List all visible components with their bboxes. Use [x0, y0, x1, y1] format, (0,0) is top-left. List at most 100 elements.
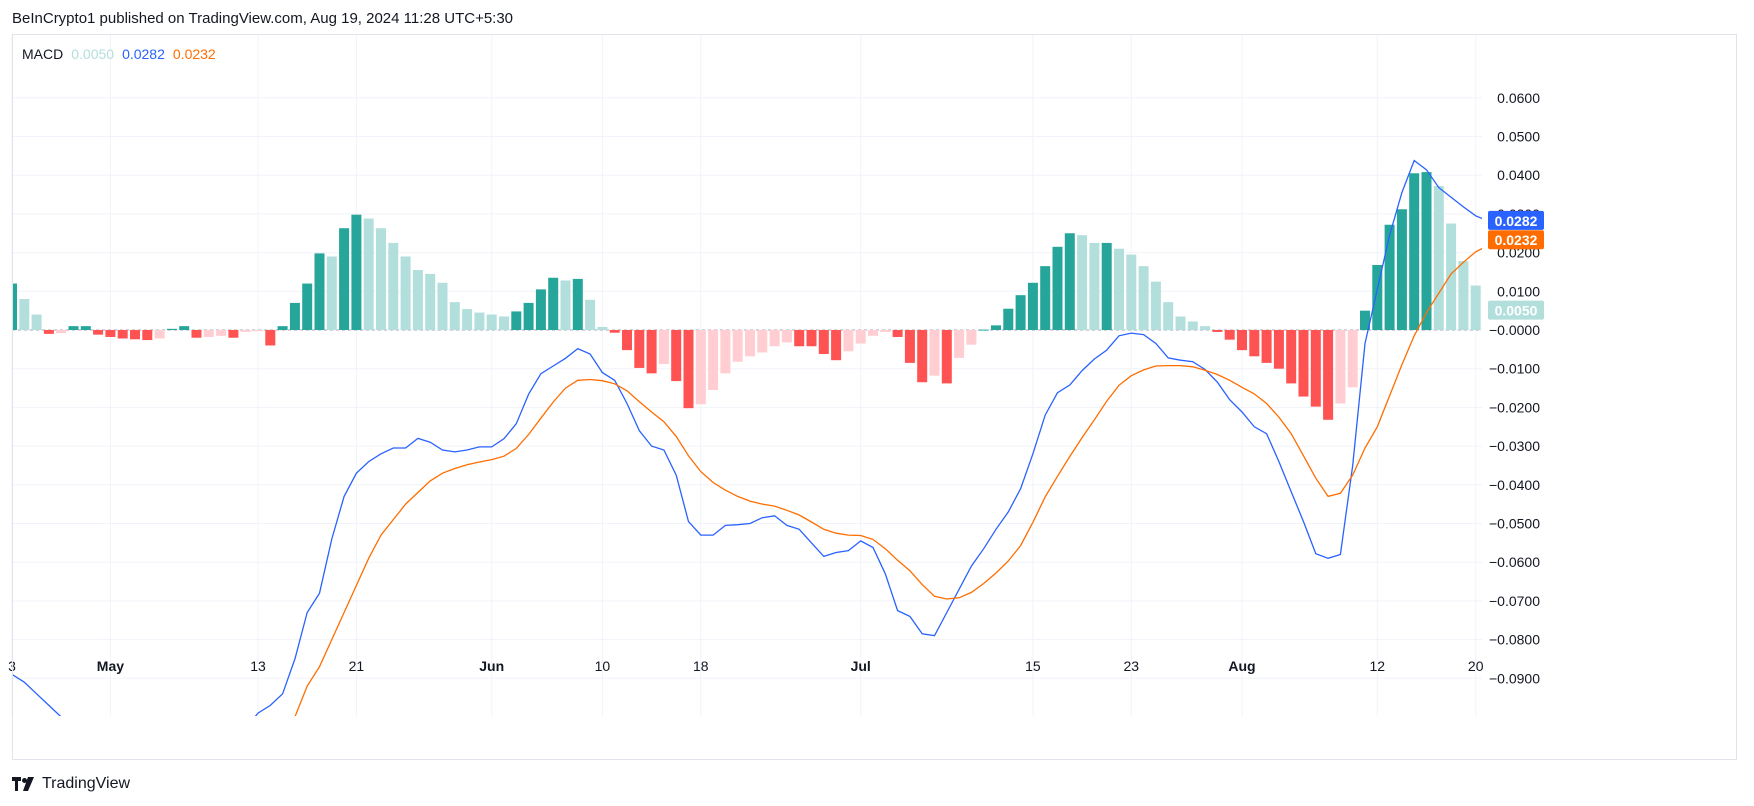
price-tag-label: 0.0050: [1495, 303, 1538, 319]
price-axis: 0.06000.05000.04000.03000.02000.0100−0.0…: [1489, 90, 1540, 686]
y-tick-label: 0.0100: [1497, 283, 1540, 299]
histogram-bar: [954, 330, 965, 358]
histogram-bar: [720, 330, 731, 374]
histogram-bar: [585, 299, 596, 330]
histogram-bar: [1224, 330, 1235, 340]
histogram-bar: [597, 326, 608, 330]
x-tick-label: May: [97, 658, 124, 674]
y-tick-label: −0.0300: [1489, 438, 1540, 454]
price-tags: 0.0282 0.0232 0.0050: [1488, 210, 1544, 320]
histogram-bar: [806, 330, 817, 347]
histogram-bar: [1237, 330, 1247, 351]
legend-histogram-value: 0.0050: [71, 46, 115, 62]
histogram-bar: [166, 328, 177, 330]
histogram-bar: [203, 330, 214, 337]
histogram-bar: [1261, 330, 1272, 363]
histogram-bar: [1200, 326, 1211, 330]
x-tick-label: 15: [1025, 658, 1041, 674]
histogram-bar: [1433, 186, 1444, 330]
indicator-legend[interactable]: MACD 0.0050 0.0282 0.0232: [22, 46, 216, 62]
x-tick-label: 21: [349, 658, 365, 674]
histogram-bar: [535, 289, 546, 330]
y-tick-label: 0.0500: [1497, 129, 1540, 145]
price-tag-label: 0.0232: [1495, 232, 1538, 248]
histogram-bar: [1360, 310, 1370, 330]
histogram-bar: [1458, 261, 1469, 330]
histogram-bar: [745, 330, 755, 357]
histogram-bar: [732, 330, 743, 362]
histogram-bar: [179, 326, 190, 330]
histogram-bar: [757, 330, 768, 353]
histogram-bar: [572, 278, 583, 330]
histogram-bar: [769, 330, 780, 347]
price-tag-bg: [1488, 210, 1544, 230]
legend-signal-value: 0.0232: [172, 46, 216, 62]
x-tick-label: 10: [595, 658, 611, 674]
histogram-bar: [1089, 242, 1100, 330]
histogram-bar: [560, 280, 571, 330]
histogram-bar: [941, 330, 952, 384]
histogram-bar: [1126, 254, 1137, 330]
histogram-bar: [253, 330, 263, 332]
histogram-bar: [1015, 295, 1026, 330]
histogram-bar: [609, 330, 620, 333]
histogram-bar: [1470, 285, 1481, 330]
histogram-bar: [658, 330, 669, 365]
histogram-bar: [929, 330, 940, 376]
histogram-bar: [904, 330, 915, 363]
histogram-bar: [818, 330, 829, 354]
tradingview-brand[interactable]: TradingView: [12, 775, 130, 793]
histogram-bar: [1003, 308, 1014, 330]
x-tick-label: 13: [250, 658, 266, 674]
histogram-bar: [1027, 282, 1038, 330]
y-tick-label: −0.0700: [1489, 593, 1540, 609]
histogram-bar: [1409, 173, 1420, 330]
x-tick-label: Jul: [851, 658, 871, 674]
histogram-bar: [499, 316, 509, 330]
histogram-bar: [105, 330, 116, 337]
histogram-bar: [12, 283, 17, 330]
signal-line: [294, 247, 1482, 716]
x-tick-label: Aug: [1228, 658, 1255, 674]
legend-macd-value: 0.0282: [122, 46, 165, 62]
histogram-bar: [425, 273, 436, 330]
tradingview-logo-icon: [12, 777, 36, 791]
macd-lines: [12, 159, 1482, 716]
histogram-bar: [68, 326, 79, 330]
histogram-bar: [917, 330, 928, 383]
histogram-bar: [868, 330, 878, 336]
histogram-bar: [1384, 224, 1395, 330]
histogram-bar: [1421, 172, 1432, 330]
histogram-bar: [880, 330, 891, 332]
price-tag: 0.0232: [1488, 230, 1544, 250]
y-tick-label: 0.0600: [1497, 90, 1540, 106]
time-axis: 3 May 13 21 Jun 10 18 Jul 15 23 Aug 12 20: [8, 658, 1484, 674]
histogram-bar: [449, 302, 460, 330]
histogram-bar: [695, 330, 706, 405]
histogram-bar: [622, 330, 632, 351]
histogram-bar: [351, 214, 362, 330]
histogram-bar: [56, 330, 67, 334]
histogram-bar: [1064, 233, 1075, 330]
histogram-bar: [1323, 330, 1334, 420]
x-tick-label: 18: [693, 658, 709, 674]
histogram-bar: [216, 330, 227, 336]
histogram-bar: [1249, 330, 1260, 357]
histogram-bar: [646, 330, 657, 374]
histogram-bar: [1187, 321, 1198, 330]
macd-line: [12, 159, 1482, 716]
histogram-bar: [855, 330, 866, 344]
histogram-bar: [1077, 235, 1088, 330]
histogram-bar: [1175, 316, 1186, 330]
histogram-bar: [892, 330, 903, 337]
x-tick-label: 20: [1468, 658, 1484, 674]
histogram-bar: [671, 330, 682, 382]
histogram-bar: [43, 330, 54, 334]
histogram-bar: [683, 330, 694, 409]
histogram-bar: [1101, 242, 1112, 330]
histogram-bar: [966, 330, 977, 345]
histogram-bar: [93, 330, 104, 335]
histogram-bar: [548, 277, 559, 330]
histogram-bar: [130, 330, 140, 340]
